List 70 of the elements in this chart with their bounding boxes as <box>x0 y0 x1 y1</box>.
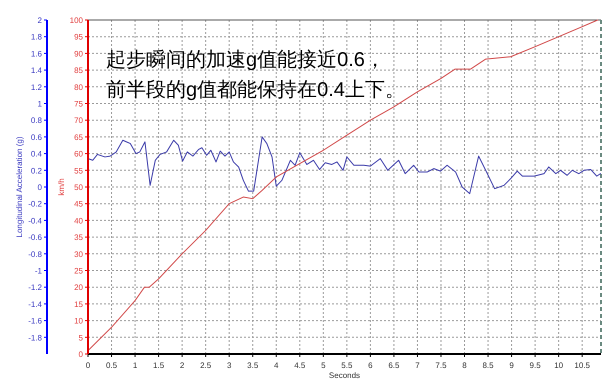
y-tick-label: -0.8 <box>28 250 43 259</box>
y2-tick-label: 65 <box>74 132 84 142</box>
y2-tick-label: 100 <box>70 16 84 25</box>
x-tick-label: 2.5 <box>200 361 212 370</box>
y2-tick-label: 20 <box>74 283 84 292</box>
y-tick-label: -0.4 <box>28 216 43 226</box>
y-tick-label: -1.8 <box>28 333 43 342</box>
x-tick-label: 5.5 <box>341 361 353 370</box>
y-axis-title: Longitudinal Acceleration (g) <box>15 136 24 238</box>
y2-tick-label: 50 <box>74 183 84 192</box>
y-tick-label: 1.6 <box>30 49 43 58</box>
y2-tick-label: 5 <box>78 333 84 342</box>
y2-axis-title: km/h <box>57 178 66 196</box>
x-tick-label: 10.5 <box>574 361 591 370</box>
x-tick-label: 4 <box>274 361 280 370</box>
x-tick-label: 1 <box>132 361 138 370</box>
y2-tick-label: 85 <box>74 66 84 76</box>
y2-tick-label: 0 <box>78 350 84 359</box>
annotation: 起步瞬间的加速g值能接近0.6， <box>106 49 385 71</box>
y2-tick-label: 55 <box>74 166 84 176</box>
y-tick-label: -0.6 <box>28 233 43 242</box>
y2-tick-label: 75 <box>74 100 84 108</box>
x-axis-title: Seconds <box>328 371 360 380</box>
annotation: 前半段的g值都能保持在0.4上下。 <box>106 79 405 101</box>
x-tick-label: 3.5 <box>247 361 259 370</box>
x-tick-label: 9.5 <box>530 361 542 370</box>
y-tick-label: 1.4 <box>30 66 43 76</box>
y-tick-label: -1.6 <box>28 316 43 326</box>
x-tick-label: 0.5 <box>106 361 118 370</box>
x-tick-label: 0 <box>86 361 91 370</box>
line-series <box>88 20 598 352</box>
x-tick-label: 6 <box>368 361 374 370</box>
y-tick-label: 1 <box>38 100 43 108</box>
y2-tick-label: 30 <box>74 250 84 259</box>
y-tick-label: -1 <box>34 266 43 276</box>
y-tick-label: 0.8 <box>30 116 43 126</box>
y-tick-label: 1.2 <box>30 82 43 92</box>
y2-tick-label: 70 <box>74 116 84 126</box>
y-tick-label: -1.2 <box>28 283 43 292</box>
x-tick-label: 8 <box>462 361 468 370</box>
y2-tick-label: 60 <box>74 150 84 159</box>
y-tick-label: 0.6 <box>30 132 43 142</box>
x-tick-label: 3 <box>226 361 232 370</box>
y-tick-label: -1.4 <box>28 300 43 309</box>
y-tick-label: 1.8 <box>30 32 43 42</box>
y2-tick-label: 40 <box>74 216 84 226</box>
x-tick-label: 4.5 <box>294 361 306 370</box>
x-tick-label: 1.5 <box>153 361 165 370</box>
y-tick-label: 0.2 <box>30 166 43 176</box>
x-tick-label: 10 <box>554 361 564 370</box>
x-tick-label: 6.5 <box>388 361 400 370</box>
y2-tick-label: 95 <box>74 32 84 42</box>
x-tick-label: 7 <box>415 361 420 370</box>
line-series <box>88 136 602 194</box>
y2-tick-label: 90 <box>74 49 84 58</box>
x-tick-label: 8.5 <box>482 361 494 370</box>
x-tick-label: 9 <box>509 361 514 370</box>
y2-tick-label: 25 <box>74 266 84 276</box>
y-tick-label: 0.4 <box>30 150 43 159</box>
x-tick-label: 5 <box>321 361 326 370</box>
x-tick-label: 2 <box>180 361 185 370</box>
x-tick-label: 7.5 <box>435 361 448 370</box>
y2-tick-label: 45 <box>74 200 84 209</box>
y2-tick-label: 35 <box>74 233 84 242</box>
y2-tick-label: 80 <box>74 82 84 92</box>
y2-tick-label: 15 <box>74 300 84 309</box>
y-tick-label: -0.2 <box>28 200 43 209</box>
y-tick-label: 0 <box>38 183 43 192</box>
y-tick-label: 2 <box>38 16 43 25</box>
y2-tick-label: 10 <box>74 316 84 326</box>
